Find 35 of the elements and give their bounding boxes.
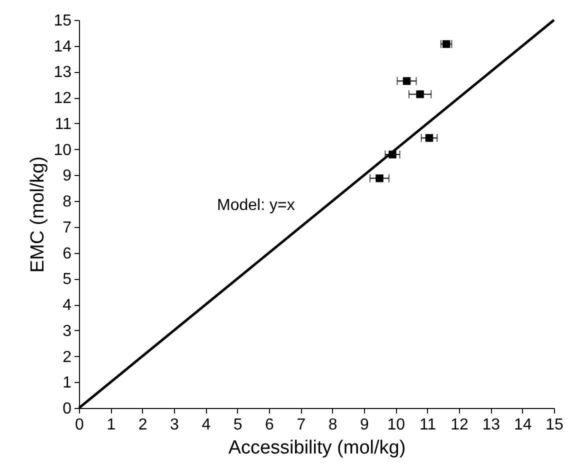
- x-tick-label: 7: [296, 416, 306, 434]
- x-tick-label: 2: [138, 416, 148, 434]
- x-tick-label: 11: [420, 416, 436, 434]
- x-tick-label: 3: [170, 416, 180, 434]
- y-tick-label: 7: [62, 219, 72, 236]
- y-axis-title: EMC (mol/kg): [28, 156, 49, 273]
- x-tick-label: 10: [387, 416, 406, 434]
- annotation: Model: y=x: [217, 197, 295, 214]
- y-tick-label: 1: [62, 374, 72, 392]
- x-tick-label: 12: [450, 416, 468, 434]
- x-tick-label: 14: [514, 416, 532, 434]
- y-tick-label: 5: [62, 271, 72, 288]
- y-tick-label: 0: [62, 400, 72, 418]
- y-tick-label: 3: [62, 322, 72, 340]
- y-tick-label: 4: [62, 297, 72, 314]
- y-tick-label: 10: [54, 142, 72, 159]
- x-tick-label: 1: [106, 416, 116, 434]
- x-tick-label: 4: [202, 416, 211, 434]
- y-tick-label: 6: [62, 245, 72, 262]
- x-tick-label: 9: [360, 416, 370, 434]
- x-tick-label: 13: [482, 416, 500, 434]
- x-tick-label: 6: [265, 416, 274, 434]
- y-tick-label: 12: [54, 90, 72, 108]
- x-tick-label: 15: [546, 416, 564, 434]
- y-tick-label: 14: [54, 38, 72, 56]
- x-tick-label: 8: [328, 416, 338, 434]
- x-tick-label: 0: [75, 416, 84, 434]
- y-tick-label: 9: [62, 168, 72, 185]
- y-tick-label: 11: [54, 116, 72, 133]
- y-tick-label: 15: [54, 12, 72, 30]
- y-tick-label: 2: [62, 348, 72, 366]
- x-axis-title: Accessibility (mol/kg): [228, 438, 406, 458]
- y-tick-label: 13: [54, 64, 72, 82]
- y-tick-label: 8: [62, 194, 72, 211]
- x-tick-label: 5: [233, 416, 242, 434]
